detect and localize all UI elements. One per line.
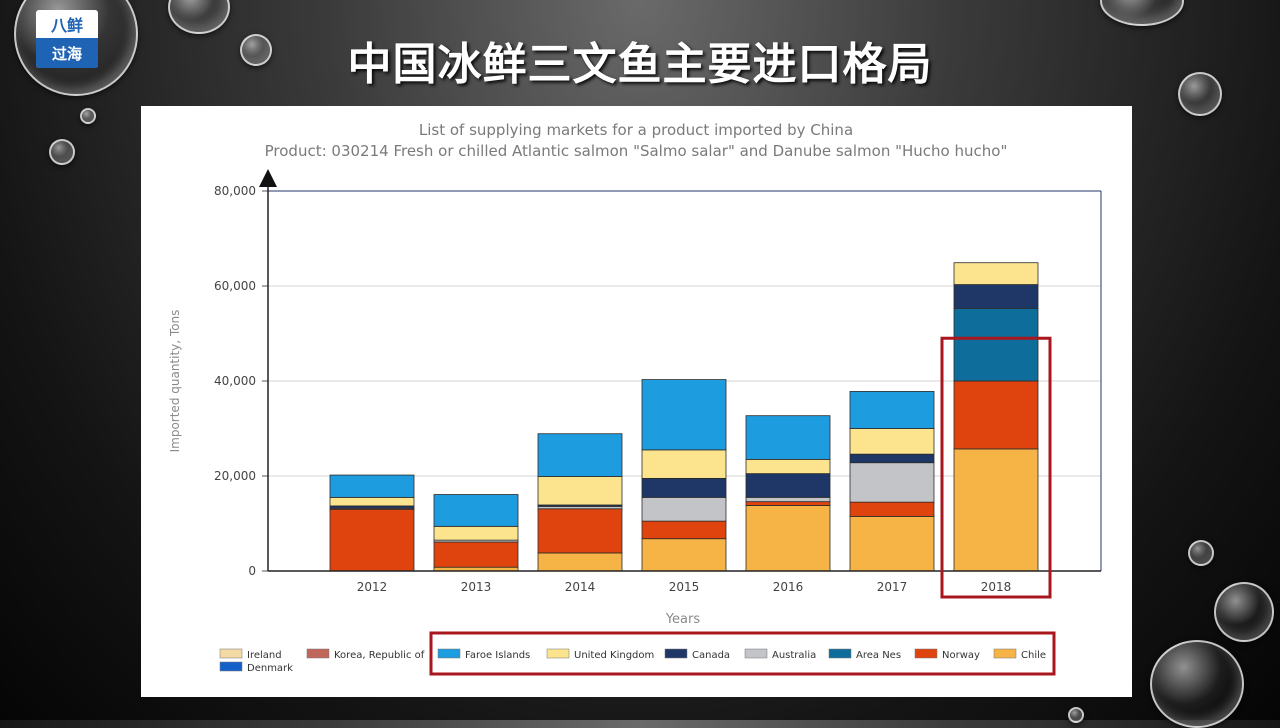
y-axis-label: Imported quantity, Tons: [168, 310, 182, 453]
brand-logo: 八鲜 过海: [36, 10, 98, 68]
legend-swatch: [914, 648, 938, 659]
legend-swatch: [828, 648, 852, 659]
bar-segment: [641, 379, 727, 451]
bar-segment: [953, 448, 1039, 572]
legend-swatch: [306, 648, 330, 659]
legend-swatch: [664, 648, 688, 659]
bar-segment: [849, 462, 935, 503]
bubble-decoration: [49, 139, 75, 165]
x-axis-label: Years: [665, 612, 701, 627]
bar-segment: [849, 428, 935, 455]
bar-segment: [745, 458, 831, 475]
bar-segment: [953, 284, 1039, 309]
legend-label: Korea, Republic of: [334, 650, 425, 661]
bar-segment: [537, 476, 623, 506]
chart-panel: List of supplying markets for a product …: [141, 106, 1132, 697]
stacked-bar-chart: List of supplying markets for a product …: [168, 121, 1102, 676]
bar-segment: [641, 496, 727, 522]
bar-segment: [329, 496, 415, 507]
bar-segment: [433, 541, 519, 568]
legend-swatch: [437, 648, 461, 659]
bar-segment: [849, 515, 935, 572]
legend-label: Denmark: [247, 663, 293, 674]
bar-segment: [953, 262, 1039, 285]
bar-segment: [745, 415, 831, 460]
legend-swatch: [546, 648, 570, 659]
legend-swatch: [219, 648, 243, 659]
bubble-decoration: [240, 34, 272, 66]
bar-segment: [745, 505, 831, 572]
bar-segment: [745, 496, 831, 503]
legend-label: Chile: [1021, 650, 1046, 661]
bar-segment: [849, 391, 935, 429]
legend-swatch: [744, 648, 768, 659]
legend-swatch: [993, 648, 1017, 659]
bar-segment: [641, 477, 727, 498]
highlight-box-legend: [429, 631, 1056, 676]
y-tick-label: 80,000: [214, 184, 256, 198]
bar-segment: [537, 552, 623, 572]
bar-segment: [849, 501, 935, 517]
x-tick-label: 2016: [773, 580, 804, 594]
legend-label: United Kingdom: [574, 650, 654, 661]
bar-segment: [329, 508, 415, 572]
legend-label: Area Nes: [856, 650, 901, 661]
legend-label: Canada: [692, 650, 730, 661]
bar-segment: [745, 473, 831, 498]
x-tick-label: 2012: [357, 580, 388, 594]
bubble-decoration: [1150, 640, 1244, 728]
y-tick-label: 20,000: [214, 469, 256, 483]
bar-segment: [953, 380, 1039, 450]
legend-label: Norway: [942, 650, 980, 661]
bar-segment: [537, 508, 623, 554]
bubble-decoration: [1178, 72, 1222, 116]
legend-label: Ireland: [247, 650, 282, 661]
x-tick-label: 2014: [565, 580, 596, 594]
y-tick-label: 40,000: [214, 374, 256, 388]
bar-segment: [433, 525, 519, 541]
logo-bottom-text: 过海: [36, 38, 98, 68]
legend-swatch: [219, 661, 243, 672]
bar-segment: [849, 453, 935, 464]
bar-segment: [745, 501, 831, 506]
highlight-box-2018: [940, 336, 1052, 599]
bar-segment: [433, 494, 519, 527]
x-tick-label: 2013: [461, 580, 492, 594]
y-axis-arrow: [259, 169, 277, 187]
plot-area: 0 20,000 40,000 60,000 80,000 2012 2013 2014 201…: [214, 169, 1102, 599]
bar-segment: [537, 433, 623, 477]
x-tick-label: 2015: [669, 580, 700, 594]
x-tick-label: 2017: [877, 580, 908, 594]
logo-top-text: 八鲜: [50, 16, 83, 35]
y-tick-label: 60,000: [214, 279, 256, 293]
bar-segment: [329, 474, 415, 498]
chart-legend: Ireland Korea, Republic of Faroe Islands Un…: [219, 631, 1056, 676]
bubble-decoration: [80, 108, 96, 124]
y-tick-label: 0: [248, 564, 256, 578]
bubble-decoration: [1068, 707, 1084, 723]
bubble-decoration: [1188, 540, 1214, 566]
bar-segment: [641, 449, 727, 479]
bar-segment: [953, 307, 1039, 382]
chart-subtitle: Product: 030214 Fresh or chilled Atlanti…: [265, 142, 1008, 160]
slide-title: 中国冰鲜三文鱼主要进口格局: [347, 39, 933, 90]
chart-title: List of supplying markets for a product …: [419, 121, 853, 139]
legend-label: Faroe Islands: [465, 650, 530, 661]
bubble-decoration: [1100, 0, 1184, 26]
bar-segment: [641, 538, 727, 572]
bar-segment: [641, 520, 727, 540]
x-tick-label: 2018: [981, 580, 1012, 594]
legend-label: Australia: [772, 650, 816, 661]
bubble-decoration: [1214, 582, 1274, 642]
